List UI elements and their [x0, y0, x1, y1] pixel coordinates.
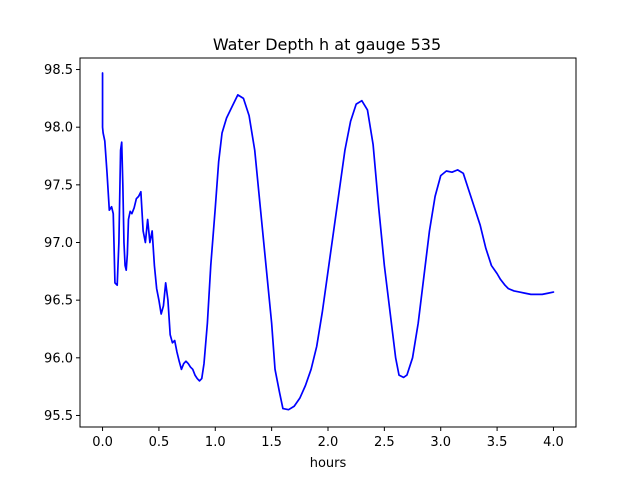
- x-tick-label: 3.0: [430, 435, 451, 450]
- x-tick-label: 0.0: [92, 435, 113, 450]
- x-axis-ticks: 0.0 0.5 1.0 1.5 2.0 2.5 3.0 3.5 4.0: [92, 427, 564, 450]
- x-tick-label: 1.5: [261, 435, 282, 450]
- x-tick-label: 0.5: [149, 435, 170, 450]
- x-tick-label: 3.5: [487, 435, 508, 450]
- y-tick-label: 98.0: [44, 121, 73, 136]
- y-axis-ticks: 95.5 96.0 96.5 97.0 97.5 98.0 98.5: [44, 63, 80, 424]
- x-tick-label: 1.0: [205, 435, 226, 450]
- series-line: [101, 72, 555, 411]
- x-tick-label: 2.0: [318, 435, 339, 450]
- x-tick-label: 2.5: [374, 435, 395, 450]
- x-tick-label: 4.0: [543, 435, 564, 450]
- chart-title: Water Depth h at gauge 535: [213, 35, 441, 54]
- y-tick-label: 96.0: [44, 351, 73, 366]
- plot-frame: [79, 57, 577, 428]
- y-tick-label: 96.5: [44, 294, 73, 309]
- y-tick-label: 97.5: [44, 178, 73, 193]
- y-tick-label: 97.0: [44, 236, 73, 251]
- y-tick-label: 95.5: [44, 409, 73, 424]
- y-tick-label: 98.5: [44, 63, 73, 78]
- x-axis-label: hours: [310, 456, 347, 471]
